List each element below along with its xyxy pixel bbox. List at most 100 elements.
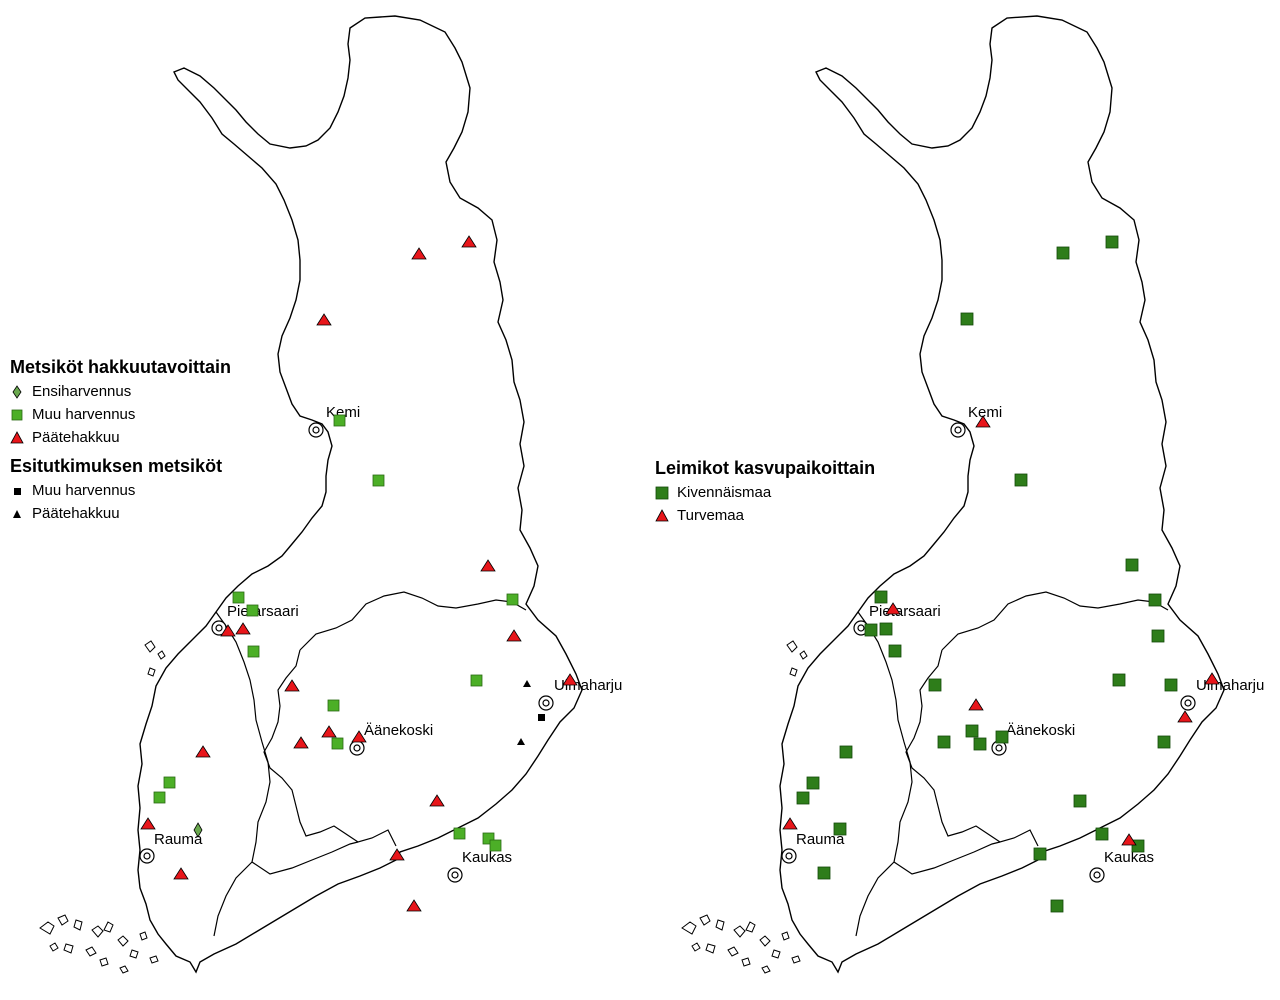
left-square (247, 645, 260, 658)
right-triangle (1121, 833, 1137, 846)
city-marker-kemi (308, 422, 324, 438)
left-triangle (351, 730, 367, 743)
square-icon (655, 486, 669, 500)
right-square (928, 678, 942, 692)
left-square (482, 832, 495, 845)
left-black-triangle (517, 738, 525, 745)
left-triangle (293, 736, 309, 749)
left-black-square (538, 714, 545, 721)
legend-label: Päätehakkuu (32, 504, 120, 522)
right-square (1105, 235, 1119, 249)
right-triangle (782, 817, 798, 830)
left-square (372, 474, 385, 487)
city-marker-kaukas-right (1089, 867, 1105, 883)
city-label-uimaharju: Uimaharju (554, 677, 622, 694)
left-triangle (235, 622, 251, 635)
city-label-kemi-right: Kemi (968, 404, 1002, 421)
right-square (1095, 827, 1109, 841)
right-square (1073, 794, 1087, 808)
legend-item-ensiharvennus: Ensiharvennus (10, 380, 231, 403)
right-square (1157, 735, 1171, 749)
left-triangle (411, 247, 427, 260)
city-label-kaukas-right: Kaukas (1104, 849, 1154, 866)
city-label-kaukas: Kaukas (462, 849, 512, 866)
left-black-triangle (523, 680, 531, 687)
left-triangle (389, 848, 405, 861)
right-square (864, 623, 878, 637)
left-triangle (480, 559, 496, 572)
left-square (327, 699, 340, 712)
legend-item-paatehakkuu: Päätehakkuu (10, 426, 231, 449)
left-triangle (316, 313, 332, 326)
right-square (879, 622, 893, 636)
right-square (995, 730, 1009, 744)
left-square (153, 791, 166, 804)
legend-item-kivennaismaa: Kivennäismaa (655, 481, 875, 504)
city-marker-uimaharju (538, 695, 554, 711)
legend-item-turvemaa: Turvemaa (655, 504, 875, 527)
left-square (232, 591, 245, 604)
left-square (453, 827, 466, 840)
left-square (163, 776, 176, 789)
right-square (839, 745, 853, 759)
right-square (888, 644, 902, 658)
left-square (333, 414, 346, 427)
left-triangle (321, 725, 337, 738)
right-triangle (975, 415, 991, 428)
right-square (1164, 678, 1178, 692)
right-square (1050, 899, 1064, 913)
right-square (960, 312, 974, 326)
right-square (937, 735, 951, 749)
legend-item-paatehakkuu-black: Päätehakkuu (10, 502, 231, 525)
left-square (470, 674, 483, 687)
city-marker-aanekoski (349, 740, 365, 756)
legend-label: Muu harvennus (32, 481, 136, 499)
left-squares (153, 414, 519, 852)
legend-label: Päätehakkuu (32, 428, 120, 446)
city-label-rauma-right: Rauma (796, 831, 845, 848)
left-square (246, 604, 259, 617)
left-square (506, 593, 519, 606)
triangle-icon (655, 508, 669, 523)
black-triangle-icon (10, 507, 24, 521)
right-square (796, 791, 810, 805)
right-square (1014, 473, 1028, 487)
legend-left: Metsiköt hakkuutavoittain Ensiharvennus … (10, 356, 231, 525)
left-triangle (506, 629, 522, 642)
right-square (1056, 246, 1070, 260)
right-triangle (1177, 710, 1193, 723)
black-square-icon (10, 484, 24, 498)
left-map: Kemi Pietarsaari Uimaharju Äänekoski Rau… (39, 15, 622, 974)
city-label-uimaharju-right: Uimaharju (1196, 677, 1264, 694)
right-square (1125, 558, 1139, 572)
right-square (874, 590, 888, 604)
city-label-pietarsaari: Pietarsaari (227, 603, 299, 620)
city-marker-rauma-right (781, 848, 797, 864)
right-triangles (782, 415, 1220, 846)
legend-label: Kivennäismaa (677, 483, 772, 501)
legend-label: Muu harvennus (32, 405, 136, 423)
left-triangle (429, 794, 445, 807)
left-triangles (140, 235, 578, 912)
left-triangle (406, 899, 422, 912)
square-icon (10, 408, 24, 422)
legend-title-esitutkimus: Esitutkimuksen metsiköt (10, 456, 223, 476)
right-square (833, 822, 847, 836)
triangle-icon (10, 430, 24, 445)
right-map: Kemi Pietarsaari Uimaharju Äänekoski Rau… (681, 15, 1264, 974)
right-triangle (968, 698, 984, 711)
left-square (331, 737, 344, 750)
legend-label: Ensiharvennus (32, 382, 132, 400)
legend-title-hakkuutavoittain: Metsiköt hakkuutavoittain (10, 357, 232, 377)
right-squares (796, 235, 1178, 913)
left-triangle (461, 235, 477, 248)
left-triangle (140, 817, 156, 830)
right-square (817, 866, 831, 880)
city-marker-rauma (139, 848, 155, 864)
city-label-rauma: Rauma (154, 831, 203, 848)
right-square (1151, 629, 1165, 643)
city-marker-uimaharju-right (1180, 695, 1196, 711)
left-triangle (284, 679, 300, 692)
right-square (1112, 673, 1126, 687)
left-triangle (220, 624, 236, 637)
